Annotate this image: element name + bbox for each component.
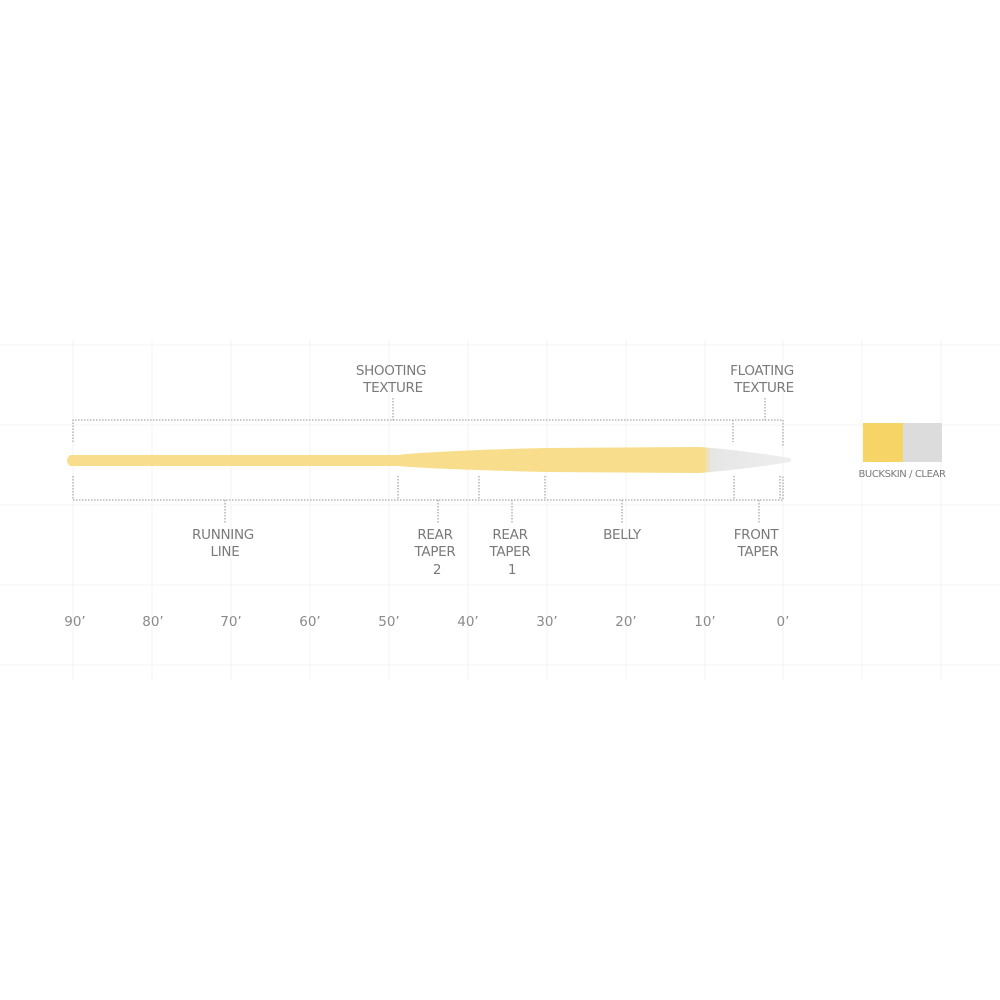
axis-tick-label: 80’ [142, 614, 163, 630]
axis-tick-label: 20’ [615, 614, 636, 630]
axis-tick-label: 0’ [777, 614, 790, 630]
clear-swatch [903, 423, 942, 462]
shooting-texture-bracket [72, 398, 784, 446]
floating-texture-bracket [732, 398, 766, 442]
axis-tick-label: 10’ [694, 614, 715, 630]
fly-line-profile [67, 447, 791, 473]
color-legend: BUCKSKIN / CLEAR [858, 423, 946, 480]
running-line-label: RUNNING LINE [192, 527, 258, 560]
background-grid [0, 340, 1000, 680]
belly-label: BELLY [603, 527, 642, 543]
shooting-texture-label: SHOOTING TEXTURE [356, 363, 430, 396]
axis-tick-label: 50’ [378, 614, 399, 630]
axis-tick-label: 40’ [457, 614, 478, 630]
axis-tick-label: 70’ [220, 614, 241, 630]
axis-tick-label: 90’ [64, 614, 85, 630]
front-taper-label: FRONT TAPER [734, 527, 783, 560]
legend-label: BUCKSKIN / CLEAR [858, 469, 945, 480]
buckskin-swatch [863, 423, 903, 462]
axis-tick-label: 30’ [536, 614, 557, 630]
axis-tick-label: 60’ [299, 614, 320, 630]
section-brackets [72, 476, 784, 524]
rear-taper-1-label: REAR TAPER 1 [489, 527, 535, 578]
floating-texture-label: FLOATING TEXTURE [730, 363, 798, 396]
rear-taper-2-label: REAR TAPER 2 [414, 527, 460, 578]
distance-axis: 90’ 80’ 70’ 60’ 50’ 40’ 30’ 20’ 10’ 0’ [64, 614, 789, 630]
